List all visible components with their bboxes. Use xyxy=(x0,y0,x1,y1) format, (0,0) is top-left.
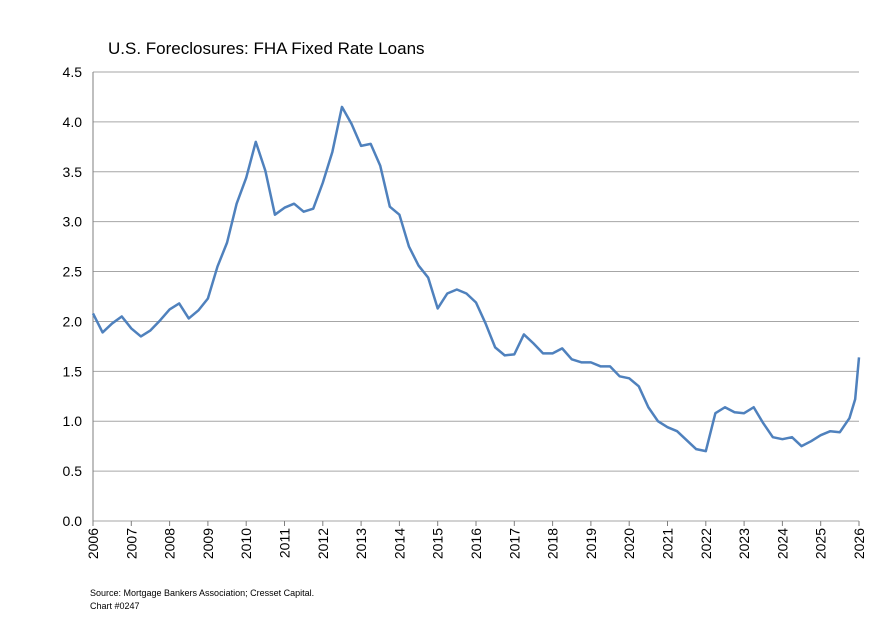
x-tick-label: 2022 xyxy=(698,528,714,559)
y-tick-label: 2.0 xyxy=(63,313,83,329)
y-tick-label: 3.0 xyxy=(63,214,83,230)
y-tick-label: 0.0 xyxy=(63,513,83,529)
x-tick-label: 2014 xyxy=(391,528,407,559)
x-tick-label: 2018 xyxy=(545,528,561,559)
x-tick-label: 2015 xyxy=(430,528,446,559)
x-tick-label: 2009 xyxy=(200,528,216,559)
x-tick-label: 2013 xyxy=(353,528,369,559)
y-tick-label: 0.5 xyxy=(63,463,83,479)
x-tick-label: 2016 xyxy=(468,528,484,559)
x-tick-label: 2012 xyxy=(315,528,331,559)
x-tick-label: 2023 xyxy=(736,528,752,559)
x-tick-label: 2007 xyxy=(123,528,139,559)
chart-title: U.S. Foreclosures: FHA Fixed Rate Loans xyxy=(108,39,425,58)
x-tick-label: 2006 xyxy=(85,528,101,559)
x-tick-label: 2011 xyxy=(277,528,293,558)
data-line xyxy=(91,105,861,453)
x-tick-label: 2017 xyxy=(506,528,522,559)
x-tick-label: 2019 xyxy=(583,528,599,559)
x-tick-label: 2008 xyxy=(162,528,178,559)
x-tick-label: 2020 xyxy=(621,528,637,559)
x-tick-label: 2025 xyxy=(813,528,829,559)
y-tick-label: 3.5 xyxy=(63,164,83,180)
x-tick-label: 2021 xyxy=(660,528,676,559)
x-tick-label: 2024 xyxy=(774,528,790,559)
y-tick-label: 1.0 xyxy=(63,413,83,429)
y-tick-label: 4.0 xyxy=(63,114,83,130)
y-tick-label: 4.5 xyxy=(63,64,83,80)
y-tick-label: 2.5 xyxy=(63,264,83,280)
y-tick-label: 1.5 xyxy=(63,363,83,379)
x-tick-label: 2010 xyxy=(238,528,254,559)
chart-id-note: Chart #0247 xyxy=(90,601,140,611)
source-note: Source: Mortgage Bankers Association; Cr… xyxy=(90,588,314,598)
x-tick-label: 2026 xyxy=(851,528,867,559)
